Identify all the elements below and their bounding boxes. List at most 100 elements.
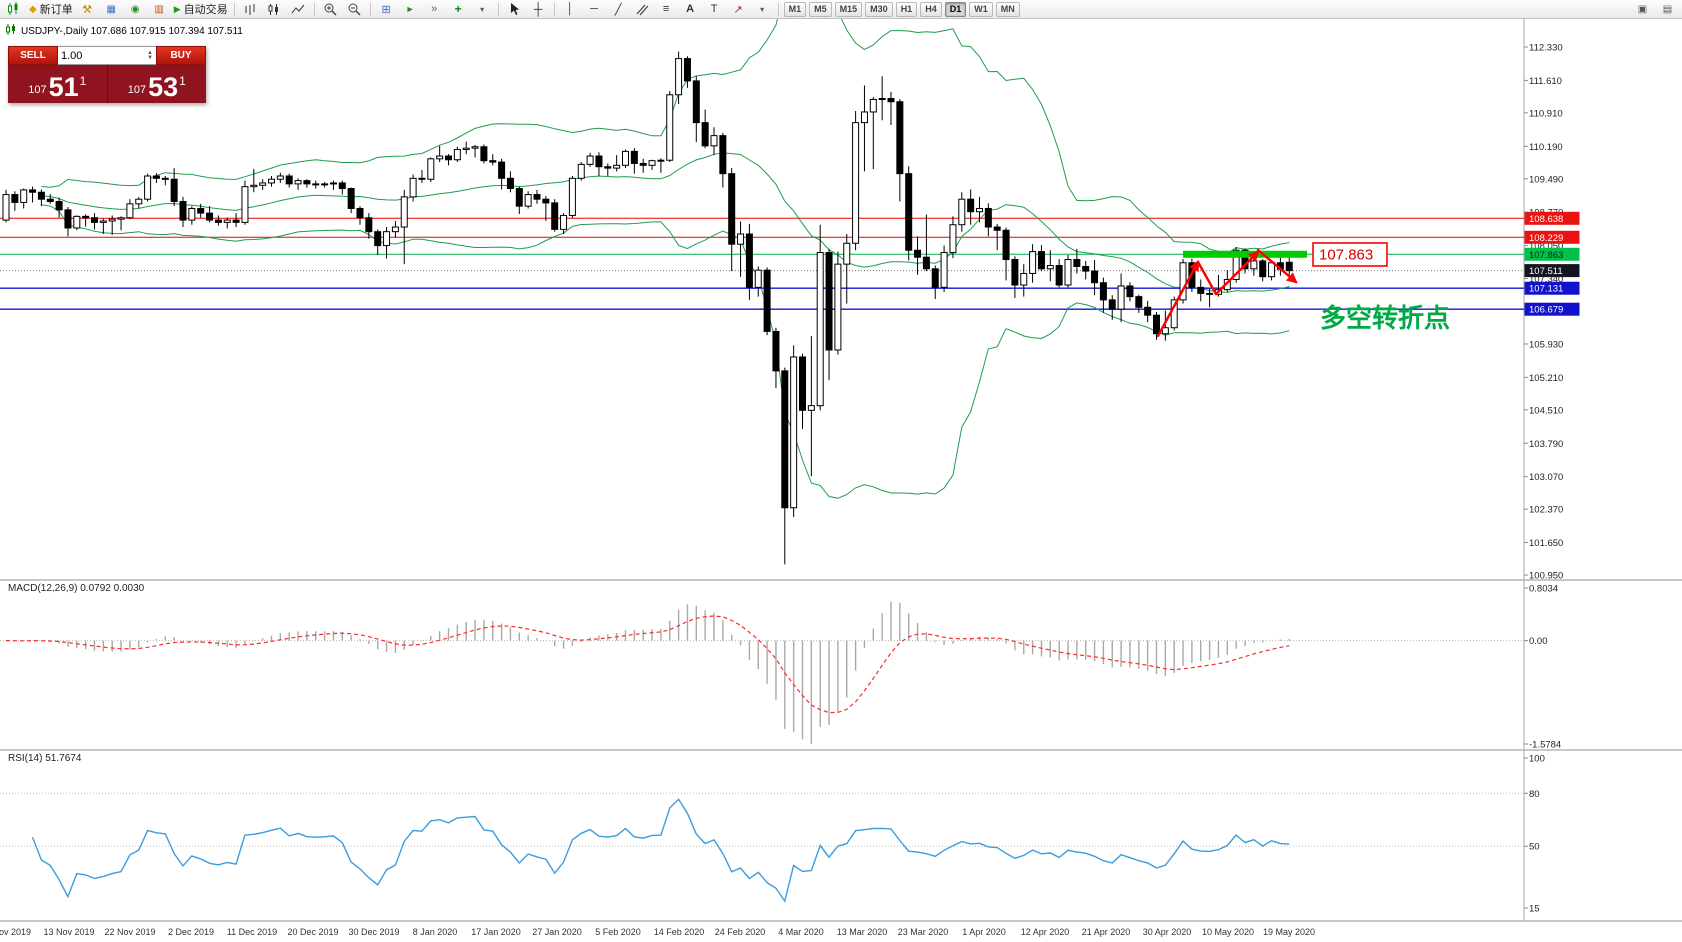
svg-text:107.511: 107.511 — [1529, 266, 1563, 277]
svg-text:19 May 2020: 19 May 2020 — [1263, 927, 1315, 937]
candles-layer — [2, 51, 1293, 565]
sell-price-point: 1 — [79, 74, 87, 88]
macd-axis: 0.8034 0.00 -1.5784 — [1524, 584, 1561, 751]
profiles-button[interactable]: ▦ — [106, 3, 116, 15]
svg-text:13 Mar 2020: 13 Mar 2020 — [837, 927, 888, 937]
indicators-button[interactable]: + — [454, 2, 462, 16]
text-button[interactable]: A — [686, 3, 695, 15]
price-axis[interactable]: 112.330111.610110.910110.190109.490108.7… — [1524, 43, 1580, 582]
date-axis[interactable]: 5 Nov 2019 13 Nov 2019 22 Nov 2019 2 Dec 20… — [0, 927, 1315, 937]
new-order-button[interactable]: ◆ 新订单 — [27, 1, 75, 17]
svg-text:112.330: 112.330 — [1529, 43, 1563, 54]
svg-text:104.510: 104.510 — [1529, 405, 1563, 416]
svg-text:14 Feb 2020: 14 Feb 2020 — [654, 927, 705, 937]
svg-text:109.490: 109.490 — [1529, 174, 1563, 185]
rsi-line — [31, 798, 1290, 903]
buy-price[interactable]: 107 53 1 — [106, 65, 206, 103]
market-watch-button[interactable]: ◉ — [130, 3, 140, 15]
spinner-down-icon[interactable]: ▼ — [147, 54, 153, 61]
svg-text:100.950: 100.950 — [1529, 571, 1563, 582]
macd-histogram — [14, 602, 1290, 744]
svg-text:2 Dec 2019: 2 Dec 2019 — [168, 927, 214, 937]
volume-value[interactable]: 1.00 — [61, 49, 83, 62]
svg-text:105.210: 105.210 — [1529, 373, 1563, 384]
support-zone-rectangle[interactable] — [1183, 250, 1307, 258]
timeframe-button-d1[interactable]: D1 — [944, 1, 967, 17]
symbol-header: USDJPY-,Daily 107.686 107.915 107.394 10… — [5, 24, 243, 38]
bar-chart-button[interactable] — [239, 1, 262, 17]
indicators-caret[interactable]: ▾ — [480, 4, 485, 14]
text-label-button[interactable]: T — [710, 3, 718, 15]
sell-price[interactable]: 107 51 1 — [8, 65, 107, 103]
svg-text:13 Nov 2019: 13 Nov 2019 — [43, 927, 94, 937]
svg-text:20 Dec 2019: 20 Dec 2019 — [287, 927, 338, 937]
chart-window-icon[interactable] — [3, 1, 26, 17]
timeframe-button-m1[interactable]: M1 — [783, 1, 807, 17]
svg-text:103.790: 103.790 — [1529, 439, 1563, 450]
cursor-button[interactable] — [503, 1, 526, 17]
line-chart-button[interactable] — [287, 1, 310, 17]
volume-spinner[interactable]: ▲ ▼ — [147, 49, 153, 61]
arrows-caret[interactable]: ▾ — [760, 4, 765, 14]
price-label-text: 107.863 — [1319, 247, 1373, 264]
trend-arrows — [1156, 248, 1298, 338]
main-toolbar: ◆ 新订单 ⚒ ▦ ◉ ▥ ▶ 自动交易 ⊞ ► » + ▾ ┼ │ ─ ╱ ≡ A T ↗ ▾ M1 M5 M15 M30 H1 H… — [0, 0, 1682, 19]
toolbar-separator — [313, 2, 315, 16]
macd-signal-line — [5, 615, 1290, 714]
price-label-box[interactable] — [1312, 242, 1388, 267]
timeframe-button-w1[interactable]: W1 — [969, 1, 993, 17]
svg-text:11 Dec 2019: 11 Dec 2019 — [227, 927, 277, 937]
sell-button[interactable]: SELL — [8, 46, 58, 65]
svg-text:23 Mar 2020: 23 Mar 2020 — [898, 927, 949, 937]
timeframe-button-m15[interactable]: M15 — [834, 1, 863, 17]
crosshair-button[interactable]: ┼ — [533, 2, 543, 16]
svg-text:108.229: 108.229 — [1529, 233, 1563, 244]
rsi-indicator-label: RSI(14) 51.7674 — [8, 753, 82, 764]
svg-text:107.131: 107.131 — [1529, 284, 1563, 295]
svg-text:107.863: 107.863 — [1529, 250, 1563, 261]
price-badge-107.511 — [1524, 264, 1580, 278]
toolbar-separator — [497, 2, 499, 16]
autotrading-button[interactable]: ▶ 自动交易 — [172, 1, 230, 17]
svg-text:1 Apr 2020: 1 Apr 2020 — [962, 927, 1006, 937]
buy-button[interactable]: BUY — [156, 46, 206, 65]
timeframe-button-h4[interactable]: H4 — [920, 1, 942, 17]
sell-price-bigfigure: 107 — [28, 84, 47, 96]
svg-text:10 May 2020: 10 May 2020 — [1202, 927, 1254, 937]
spinner-up-icon[interactable]: ▲ — [147, 49, 153, 56]
one-click-trading-panel: SELL 1.00 ▲ ▼ BUY 107 51 1 107 53 1 — [8, 46, 206, 103]
price-badge-108.638 — [1524, 211, 1580, 225]
panels-button[interactable]: ▤ — [1662, 3, 1673, 15]
svg-text:5 Feb 2020: 5 Feb 2020 — [595, 927, 641, 937]
data-window-button[interactable]: ▥ — [154, 3, 164, 15]
svg-text:108.050: 108.050 — [1529, 241, 1563, 252]
zoom-out-button[interactable] — [343, 1, 366, 17]
channel-button[interactable] — [631, 1, 654, 17]
volume-control[interactable]: 1.00 ▲ ▼ — [58, 46, 156, 65]
svg-text:107.340: 107.340 — [1529, 274, 1563, 285]
timeframe-button-m5[interactable]: M5 — [809, 1, 832, 17]
panel-frame — [0, 19, 1682, 922]
auto-scroll-button[interactable]: ► — [405, 4, 415, 14]
timeframe-button-m30[interactable]: M30 — [865, 1, 893, 17]
svg-text:22 Nov 2019: 22 Nov 2019 — [104, 927, 155, 937]
trendline-button[interactable]: ╱ — [614, 3, 622, 16]
svg-text:0.00: 0.00 — [1529, 636, 1548, 647]
candlestick-chart-button[interactable] — [263, 1, 286, 17]
fibonacci-button[interactable]: ≡ — [662, 3, 670, 15]
zoom-in-button[interactable] — [319, 1, 342, 17]
timeframe-button-h1[interactable]: H1 — [895, 1, 918, 17]
hammer-tool-button[interactable]: ⚒ — [82, 3, 93, 16]
vertical-line-button[interactable]: │ — [566, 3, 574, 15]
svg-text:27 Jan 2020: 27 Jan 2020 — [532, 927, 582, 937]
turning-point-annotation: 多空转折点 — [1320, 303, 1450, 333]
tile-windows-button[interactable]: ⊞ — [381, 3, 391, 16]
horizontal-line-button[interactable]: ─ — [590, 3, 599, 15]
layout-button[interactable]: ▣ — [1637, 3, 1648, 15]
autotrading-button-label: 自动交易 — [183, 4, 228, 16]
svg-text:110.190: 110.190 — [1529, 142, 1563, 153]
arrows-button[interactable]: ↗ — [733, 3, 743, 16]
chart-shift-button[interactable]: » — [431, 3, 438, 15]
timeframe-button-mn[interactable]: MN — [995, 1, 1020, 17]
